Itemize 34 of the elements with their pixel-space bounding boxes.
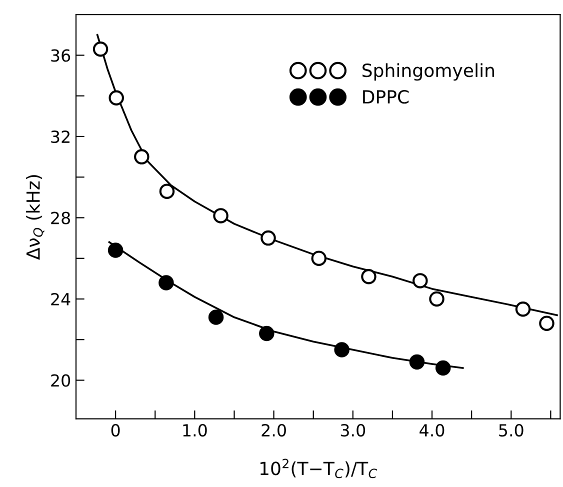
point (259, 326, 274, 342)
x-tick-label: 0 (111, 424, 120, 437)
x-tick-label: 4.0 (420, 424, 444, 437)
y-axis-title: Δν$_{Q}$ (kHz) (26, 175, 44, 260)
y-tick-label: 20 (51, 374, 70, 387)
point (134, 149, 150, 164)
legend-label: Sphingomyelin (362, 63, 494, 81)
point (213, 208, 228, 224)
point (158, 275, 174, 290)
x-tick-label: 3.0 (340, 424, 366, 437)
x-tick-label: 5.0 (499, 424, 524, 437)
point (159, 184, 175, 199)
point (311, 250, 327, 266)
y-tick-label: 36 (51, 49, 70, 62)
x-axis-title: 10$^{2}$(T−T$_{C}$)/T$_{C}$ (260, 458, 378, 478)
point (539, 316, 554, 331)
x-tick-label: 1.0 (183, 424, 207, 437)
point (429, 291, 444, 307)
point (515, 302, 531, 317)
point (208, 310, 224, 325)
point (361, 269, 376, 284)
point (334, 342, 350, 358)
x-tick-label: 2.0 (262, 424, 286, 437)
point (409, 354, 425, 370)
legend-label: DPPC (363, 90, 409, 104)
point (435, 360, 451, 376)
y-tick-label: 32 (51, 130, 70, 144)
point (108, 242, 124, 258)
point (412, 273, 428, 288)
point (92, 42, 108, 57)
y-tick-label: 24 (51, 292, 70, 306)
y-tick-label: 28 (51, 212, 70, 224)
point (260, 230, 276, 246)
point (108, 90, 124, 106)
